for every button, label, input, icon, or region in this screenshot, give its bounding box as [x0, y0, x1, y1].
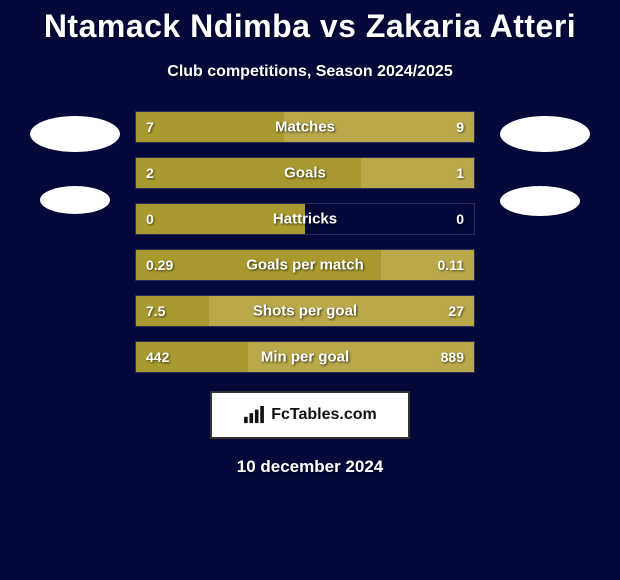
stat-label: Goals [284, 165, 326, 182]
comparison-chart: 7 9 Matches 2 1 Goals 0 0 Hattricks 0.29 0.11 Goals… [0, 111, 620, 373]
player2-avatar [500, 116, 590, 152]
stat-row: 2 1 Goals [135, 157, 475, 189]
stat-label: Goals per match [246, 257, 364, 274]
player1-club-avatar [40, 186, 110, 214]
stat-value-left: 2 [146, 165, 154, 181]
stat-value-left: 0.29 [146, 257, 173, 273]
stat-row: 0.29 0.11 Goals per match [135, 249, 475, 281]
stat-value-right: 9 [456, 119, 464, 135]
stat-value-left: 0 [146, 211, 154, 227]
stat-row: 0 0 Hattricks [135, 203, 475, 235]
fctables-logo[interactable]: FcTables.com [210, 391, 410, 439]
stat-row: 7.5 27 Shots per goal [135, 295, 475, 327]
stat-label: Min per goal [261, 349, 349, 366]
logo-text: FcTables.com [271, 406, 377, 424]
chart-icon [243, 406, 265, 424]
stat-value-right: 27 [448, 303, 464, 319]
right-avatar-column [490, 111, 590, 216]
stat-value-right: 0 [456, 211, 464, 227]
stat-value-left: 7 [146, 119, 154, 135]
comparison-subtitle: Club competitions, Season 2024/2025 [0, 63, 620, 81]
left-avatar-column [30, 111, 120, 214]
stat-row: 7 9 Matches [135, 111, 475, 143]
stat-label: Shots per goal [253, 303, 357, 320]
player1-avatar [30, 116, 120, 152]
stat-label: Matches [275, 119, 335, 136]
stat-bar-left [136, 112, 284, 142]
player2-club-avatar [500, 186, 580, 216]
stat-value-right: 1 [456, 165, 464, 181]
comparison-title: Ntamack Ndimba vs Zakaria Atteri [0, 0, 620, 45]
snapshot-date: 10 december 2024 [0, 457, 620, 477]
stat-bars-container: 7 9 Matches 2 1 Goals 0 0 Hattricks 0.29 0.11 Goals… [135, 111, 475, 373]
stat-label: Hattricks [273, 211, 337, 228]
stat-bar-left [136, 158, 361, 188]
stat-value-left: 7.5 [146, 303, 165, 319]
stat-row: 442 889 Min per goal [135, 341, 475, 373]
stat-value-left: 442 [146, 349, 169, 365]
stat-value-right: 889 [441, 349, 464, 365]
stat-value-right: 0.11 [438, 257, 464, 273]
